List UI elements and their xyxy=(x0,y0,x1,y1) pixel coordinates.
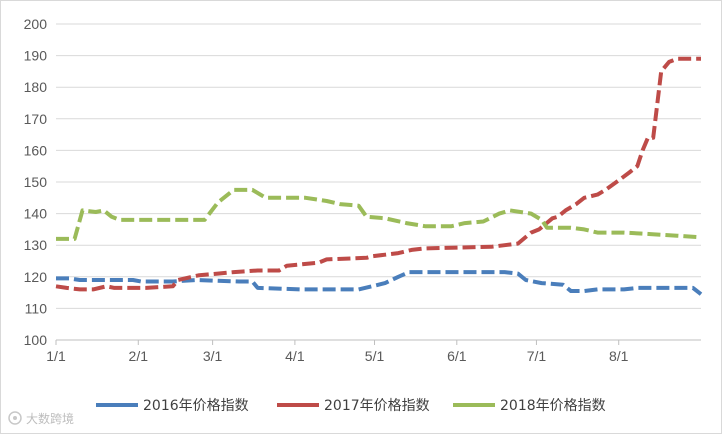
x-tick-label: 8/1 xyxy=(609,348,629,364)
legend-label-1: 2016年价格指数 xyxy=(143,398,249,414)
legend-label-3: 2018年价格指数 xyxy=(500,398,606,414)
x-tick-label: 4/1 xyxy=(285,348,305,364)
x-tick-label: 5/1 xyxy=(365,348,385,364)
y-tick-label: 120 xyxy=(24,269,48,285)
x-tick-label: 6/1 xyxy=(447,348,467,364)
y-tick-label: 170 xyxy=(24,111,48,127)
plot-area xyxy=(55,56,703,296)
x-tick-label: 1/1 xyxy=(46,348,66,364)
legend: 2016年价格指数 2017年价格指数 2018年价格指数 xyxy=(96,398,606,414)
x-axis: 1/1 2/1 3/1 4/1 5/1 6/1 7/1 8/1 xyxy=(46,339,701,364)
x-tick-label: 7/1 xyxy=(527,348,547,364)
y-tick-label: 130 xyxy=(24,237,48,253)
gridlines xyxy=(56,23,701,341)
y-tick-label: 180 xyxy=(24,79,48,95)
series-line-2 xyxy=(55,56,701,292)
y-tick-label: 190 xyxy=(24,48,48,64)
watermark-text: 大数跨境 xyxy=(26,411,74,426)
legend-label-2: 2017年价格指数 xyxy=(324,398,430,414)
series-line-3 xyxy=(56,187,702,241)
x-tick-label: 3/1 xyxy=(203,348,223,364)
y-tick-label: 100 xyxy=(24,332,48,348)
y-tick-label: 150 xyxy=(24,174,48,190)
y-axis: 100 110 120 130 140 150 160 170 180 190 200 xyxy=(24,16,48,348)
y-tick-label: 110 xyxy=(25,300,48,316)
x-tick-label: 2/1 xyxy=(129,348,149,364)
series-line-1 xyxy=(56,270,703,296)
watermark: 大数跨境 xyxy=(8,411,74,426)
y-tick-label: 200 xyxy=(24,16,48,32)
watermark-logo-icon xyxy=(8,411,22,425)
y-tick-label: 140 xyxy=(24,206,48,222)
y-tick-label: 160 xyxy=(24,142,48,158)
